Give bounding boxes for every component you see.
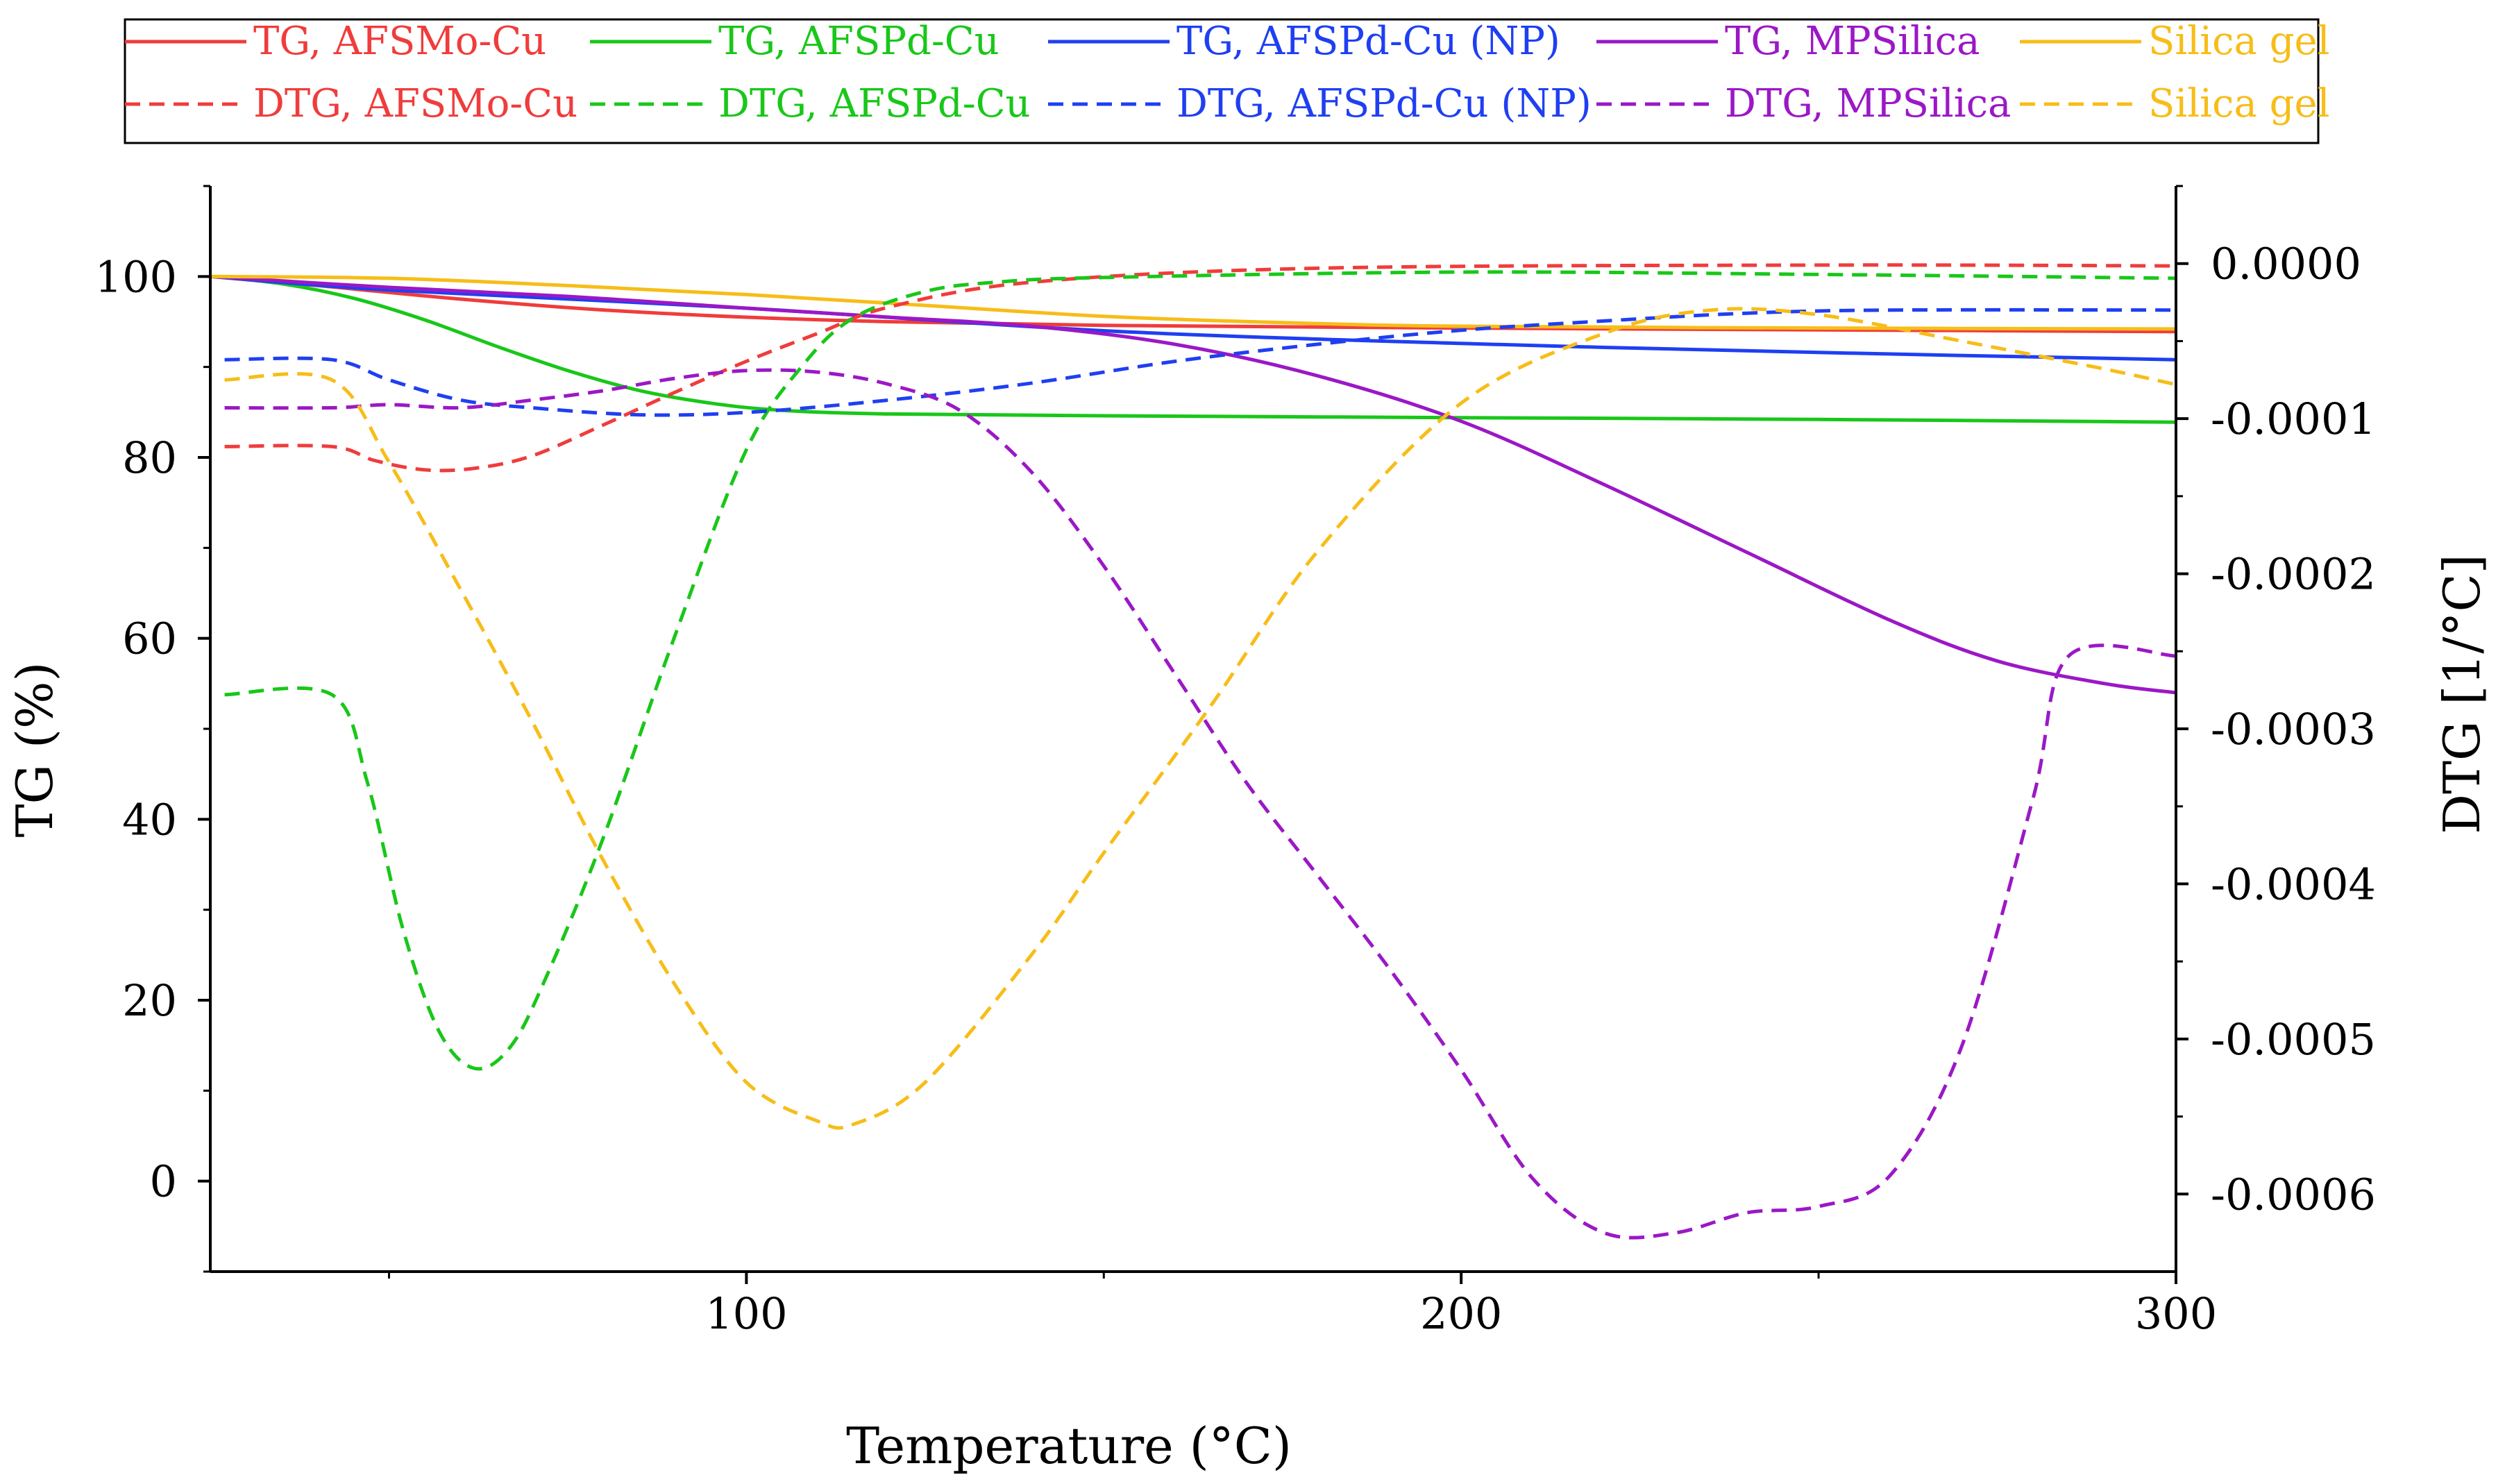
legend: TG, AFSMo-Cu TG, AFSPd-Cu TG, AFSPd-Cu (NP…	[124, 18, 2330, 144]
legend-label-tg-tg-mpsilica: TG, MPSilica	[1725, 19, 1980, 64]
y-right-tick-label: -0.0004	[2211, 859, 2376, 909]
series-layer	[210, 263, 2177, 1240]
x-tick-label: 300	[2135, 1288, 2217, 1339]
x-tick-label: 200	[1420, 1288, 1502, 1339]
legend-label-tg-tg-afspd-cu: TG, AFSPd-Cu	[718, 19, 999, 64]
y-left-tick-label: 20	[122, 975, 177, 1026]
y-left-tick-label: 40	[122, 794, 177, 845]
y-right-tick-label: -0.0002	[2211, 549, 2376, 600]
series-line-tg-tg-afspd-cu-np	[210, 274, 2177, 362]
series-line-tg-silica-gel	[210, 274, 2177, 331]
y-right-tick-label: -0.0001	[2211, 394, 2376, 444]
series-line-tg-tg-afspd-cu	[210, 274, 2177, 424]
series-line-dtg-silica-gel	[224, 307, 2177, 1130]
legend-label-tg-tg-afsmo-cu: TG, AFSMo-Cu	[253, 19, 546, 64]
legend-label-dtg-silica-gel: Silica gel	[2148, 81, 2330, 126]
series-line-dtg-dtg-afspd-cu-np	[224, 307, 2177, 417]
y-left-tick-label: 80	[122, 432, 177, 483]
y-right-tick-label: -0.0005	[2211, 1014, 2376, 1065]
y-right-tick-label: -0.0006	[2211, 1169, 2376, 1220]
legend-label-dtg-dtg-afspd-cu-np: DTG, AFSPd-Cu (NP)	[1176, 81, 1592, 126]
series-line-dtg-dtg-mpsilica	[224, 368, 2177, 1240]
legend-label-dtg-dtg-afspd-cu: DTG, AFSPd-Cu	[718, 81, 1031, 126]
y-axis-right-label: DTG [1/°C]	[2433, 554, 2491, 834]
series-line-dtg-dtg-afspd-cu	[224, 270, 2177, 1071]
series-line-dtg-dtg-afsmo-cu	[224, 263, 2177, 473]
series-line-tg-tg-afsmo-cu	[210, 274, 2177, 334]
axes-layer: Temperature (°C) TG (%) DTG [1/°C] 0 20 40…	[6, 185, 2491, 1475]
x-axis-label: Temperature (°C)	[846, 1417, 1292, 1475]
y-left-tick-label: 100	[95, 251, 177, 302]
y-right-tick-label: 0.0000	[2211, 239, 2361, 289]
y-left-tick-label: 60	[122, 614, 177, 664]
series-line-tg-tg-mpsilica	[210, 274, 2177, 695]
x-tick-label: 100	[705, 1288, 787, 1339]
y-right-tick-label: -0.0003	[2211, 704, 2376, 754]
legend-label-dtg-dtg-mpsilica: DTG, MPSilica	[1725, 81, 2011, 126]
y-left-tick-label: 0	[150, 1156, 177, 1207]
y-axis-left-label: TG (%)	[6, 661, 64, 837]
legend-box	[124, 18, 2320, 144]
legend-label-dtg-dtg-afsmo-cu: DTG, AFSMo-Cu	[253, 81, 577, 126]
legend-label-tg-silica-gel: Silica gel	[2148, 19, 2330, 64]
legend-label-tg-tg-afspd-cu-np: TG, AFSPd-Cu (NP)	[1176, 19, 1560, 64]
